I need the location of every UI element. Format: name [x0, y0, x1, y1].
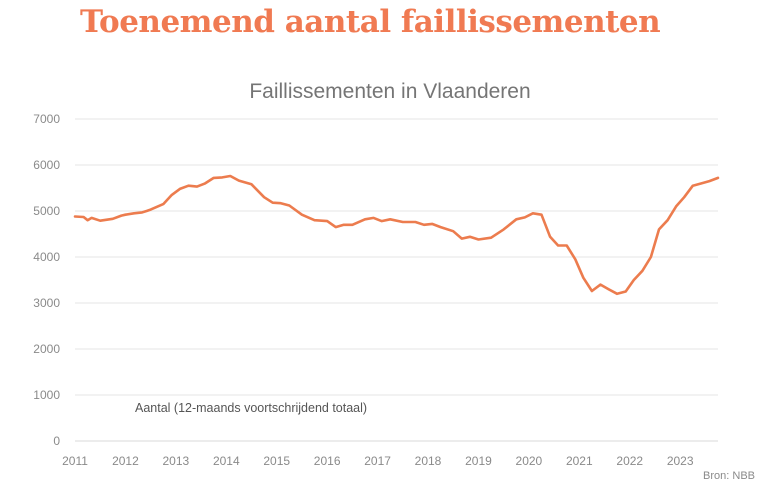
source-label: Bron: NBB: [703, 470, 755, 482]
y-tick-label-7000: 7000: [33, 112, 60, 126]
chart-title: Faillissementen in Vlaanderen: [249, 80, 530, 103]
y-tick-label-6000: 6000: [33, 158, 60, 172]
x-tick-label-2014: 2014: [213, 454, 240, 468]
y-tick-label-5000: 5000: [33, 204, 60, 218]
x-tick-label-2020: 2020: [516, 454, 543, 468]
y-tick-label-2000: 2000: [33, 342, 60, 356]
y-tick-label-1000: 1000: [33, 388, 60, 402]
x-tick-label-2011: 2011: [62, 454, 88, 468]
x-axis-ticks: 2011 2012 2013 2014 2015 2016 2017 2018 2019 2020…: [62, 454, 694, 468]
y-axis-ticks: 0 1000 2000 3000 4000 5000 6000 7000: [33, 112, 60, 448]
x-tick-label-2018: 2018: [415, 454, 442, 468]
x-tick-label-2019: 2019: [465, 454, 492, 468]
x-tick-label-2021: 2021: [566, 454, 593, 468]
x-tick-label-2023: 2023: [667, 454, 694, 468]
grid-lines: [75, 118, 718, 442]
x-tick-label-2013: 2013: [163, 454, 190, 468]
x-tick-label-2022: 2022: [616, 454, 643, 468]
x-tick-label-2015: 2015: [263, 454, 290, 468]
y-tick-label-0: 0: [53, 434, 60, 448]
x-tick-label-2016: 2016: [314, 454, 341, 468]
headline: Toenemend aantal faillissementen: [80, 4, 661, 40]
chart-annotation: Aantal (12-maands voortschrijdend totaal…: [135, 401, 367, 415]
y-tick-label-3000: 3000: [33, 296, 60, 310]
x-tick-label-2012: 2012: [112, 454, 139, 468]
series-line-0: [73, 174, 720, 296]
y-tick-label-4000: 4000: [33, 250, 60, 264]
series-layer: [73, 174, 720, 296]
x-tick-label-2017: 2017: [364, 454, 391, 468]
